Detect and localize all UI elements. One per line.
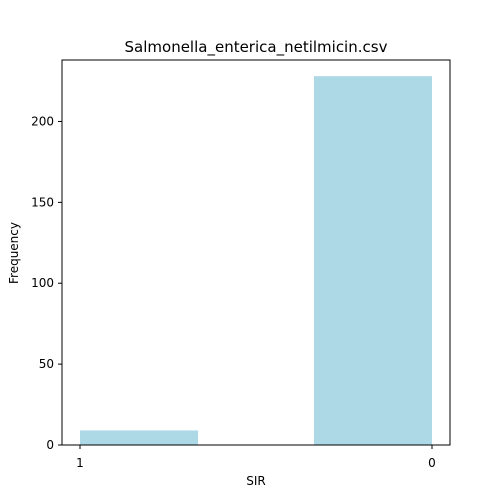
x-tick-label: 1 xyxy=(76,456,84,470)
y-tick-label: 150 xyxy=(31,195,54,209)
plot-frame xyxy=(61,59,451,446)
y-axis-label: Frequency xyxy=(7,222,21,284)
bars xyxy=(80,76,432,446)
y-tick-label: 200 xyxy=(31,114,54,128)
y-axis-ticks: 0 50 100 150 200 xyxy=(31,114,62,452)
y-tick-label: 50 xyxy=(39,357,54,371)
y-tick-label: 100 xyxy=(31,276,54,290)
y-tick-label: 0 xyxy=(46,438,54,452)
bar-1 xyxy=(80,430,198,445)
bar-0 xyxy=(314,76,432,446)
x-tick-label: 0 xyxy=(428,456,436,470)
chart-title: Salmonella_enterica_netilmicin.csv xyxy=(125,38,388,57)
x-axis-label: SIR xyxy=(246,474,266,488)
